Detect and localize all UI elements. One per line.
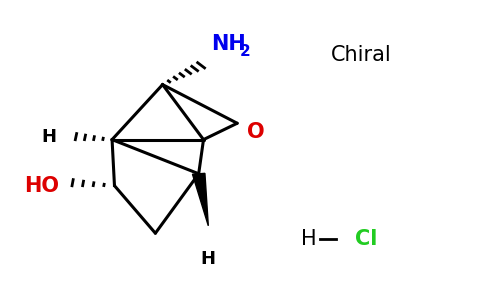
Text: H: H (201, 250, 216, 268)
Text: HO: HO (25, 176, 60, 196)
Text: NH: NH (211, 34, 245, 55)
Text: H: H (301, 229, 317, 249)
Text: Cl: Cl (355, 229, 378, 249)
Text: Chiral: Chiral (331, 45, 392, 65)
Text: O: O (247, 122, 264, 142)
Text: 2: 2 (240, 44, 250, 59)
Text: H: H (42, 128, 57, 146)
Polygon shape (193, 173, 208, 226)
